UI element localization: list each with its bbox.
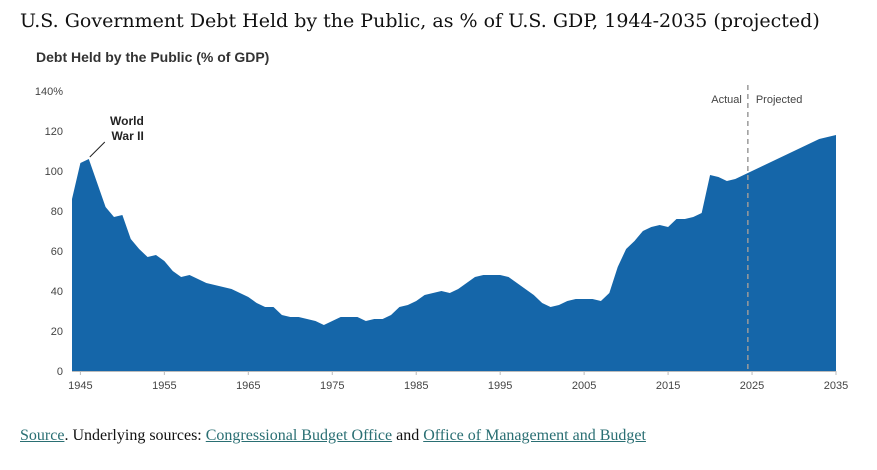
- and-text: and: [392, 427, 424, 444]
- cbo-link[interactable]: Congressional Budget Office: [205, 427, 393, 444]
- actual-label: Actual: [711, 94, 742, 106]
- y-tick-label: 60: [51, 246, 63, 258]
- wwii-annotation-line: World: [110, 114, 144, 128]
- wwii-leader-line: [89, 141, 106, 158]
- axes: 0 20 40 60 80 100 120 140% 1945 1955 1965 1975 1985 1…: [35, 86, 848, 392]
- x-tick-label: 1945: [68, 380, 92, 392]
- x-tick-label: 2035: [824, 380, 848, 392]
- x-tick-label: 1975: [320, 380, 344, 392]
- x-tick-label: 2015: [656, 380, 680, 392]
- x-tick-label: 1985: [404, 380, 428, 392]
- x-tick-label: 2025: [740, 380, 764, 392]
- chart-title: Debt Held by the Public (% of GDP): [36, 49, 269, 65]
- source-prefix-text: . Underlying sources:: [64, 427, 206, 444]
- area-series: [72, 135, 836, 371]
- x-tick-label: 1965: [236, 380, 260, 392]
- x-tick-label: 1995: [488, 380, 512, 392]
- wwii-annotation-line: War II: [112, 129, 144, 143]
- debt-area-path: [72, 135, 836, 371]
- y-tick-label: 40: [51, 286, 63, 298]
- y-tick-label: 0: [57, 366, 63, 378]
- y-tick-label: 20: [51, 326, 63, 338]
- page-title: U.S. Government Debt Held by the Public,…: [20, 10, 820, 32]
- y-tick-label: 120: [45, 126, 63, 138]
- projected-label: Projected: [756, 94, 802, 106]
- x-tick-label: 1955: [152, 380, 176, 392]
- y-tick-label: 100: [45, 166, 63, 178]
- chart-container: Debt Held by the Public (% of GDP) 0 20 40…: [0, 40, 877, 410]
- omb-link[interactable]: Office of Management and Budget: [423, 427, 646, 444]
- source-line: Source. Underlying sources: Congressiona…: [20, 427, 646, 445]
- y-tick-label: 80: [51, 206, 63, 218]
- debt-area-chart: Debt Held by the Public (% of GDP) 0 20 40…: [35, 49, 848, 392]
- x-tick-label: 2005: [572, 380, 596, 392]
- y-tick-label: 140%: [35, 86, 63, 98]
- source-link[interactable]: Source: [20, 427, 65, 444]
